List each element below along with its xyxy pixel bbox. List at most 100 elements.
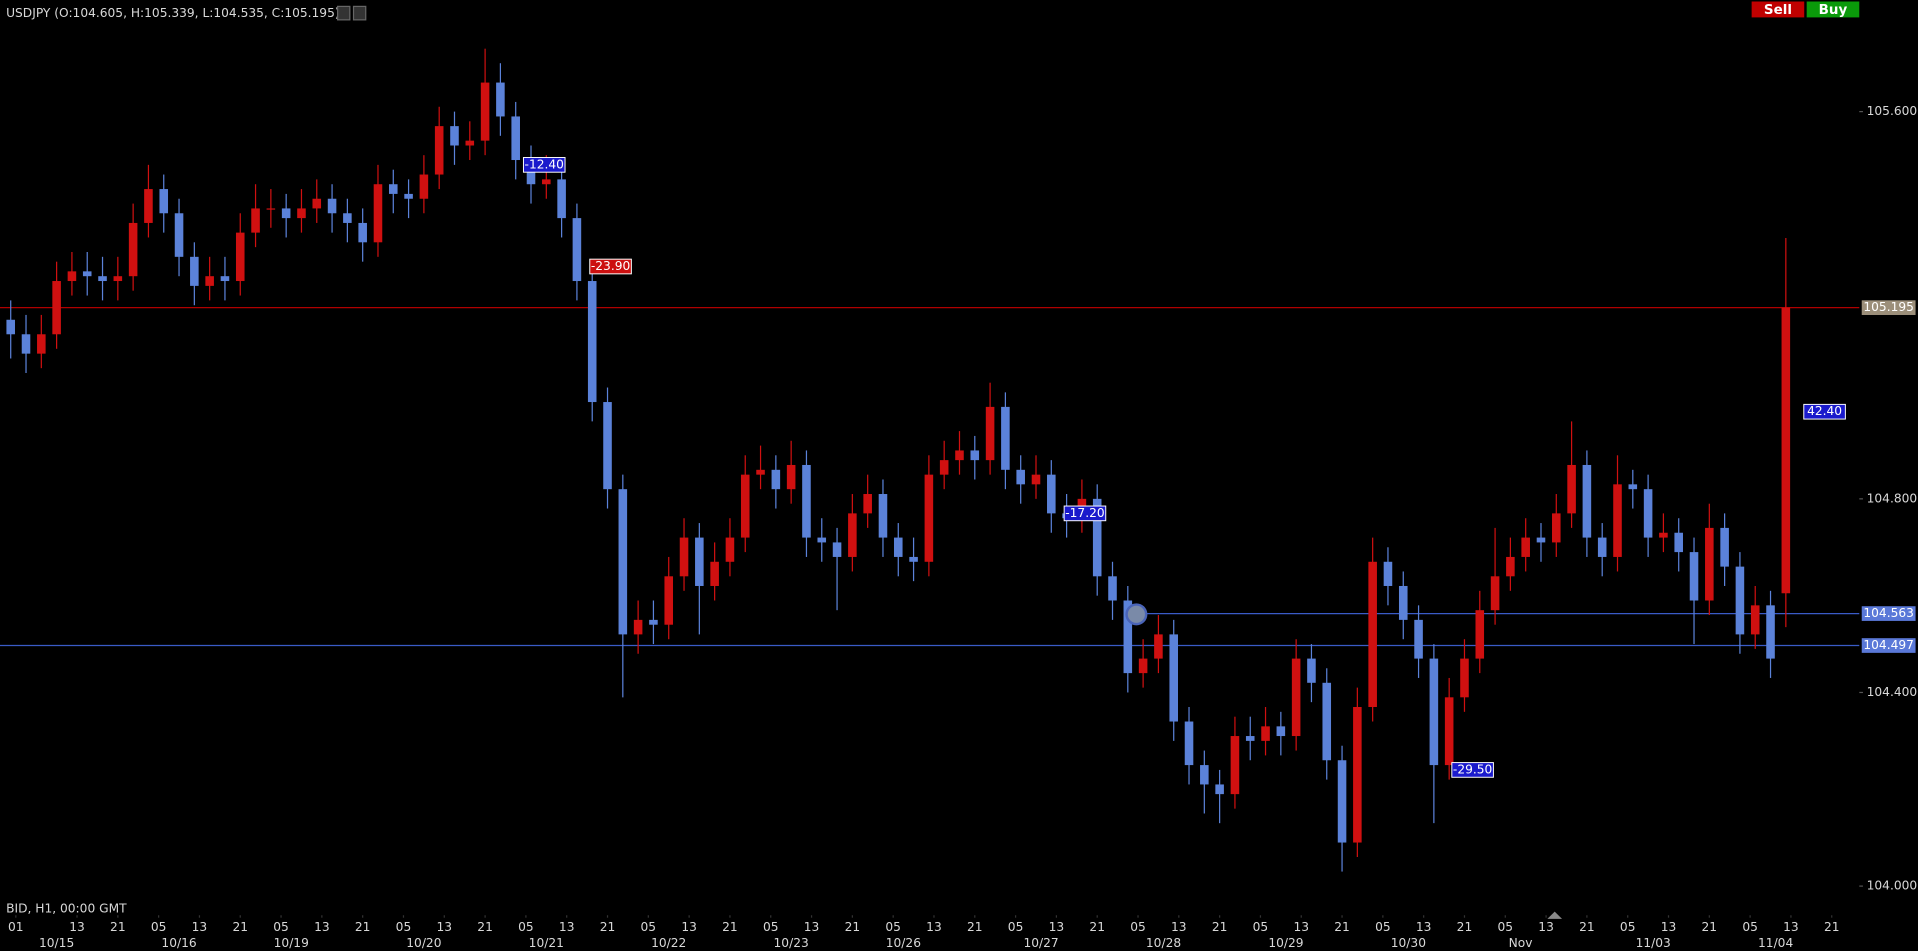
sell-label[interactable]: Sell: [1764, 3, 1792, 18]
candle-body: [970, 450, 980, 461]
x-tick-label: 13: [1416, 920, 1432, 934]
x-tick-label: 13: [437, 920, 453, 934]
candle-body: [266, 208, 276, 210]
buy-label[interactable]: Buy: [1819, 3, 1848, 18]
candle-body: [1398, 585, 1408, 620]
candle-body: [1552, 513, 1561, 543]
date-tick-label: Nov: [1509, 936, 1533, 950]
candle-body: [893, 537, 903, 557]
candle-body: [633, 619, 643, 635]
date-tick-label: 10/23: [774, 936, 809, 950]
buy-button[interactable]: [1806, 1, 1860, 18]
candle-body: [1383, 561, 1393, 586]
candle-body: [725, 537, 735, 562]
date-tick-label: 10/21: [529, 936, 564, 950]
scroll-marker[interactable]: [1547, 911, 1563, 919]
date-tick-label: 10/29: [1268, 936, 1303, 950]
candle-body: [1766, 605, 1775, 659]
x-tick-label: 01: [8, 920, 24, 934]
x-tick-label: 13: [314, 920, 330, 934]
x-tick-label: 05: [885, 920, 901, 934]
candle-body: [220, 276, 230, 282]
candle-body: [955, 450, 964, 461]
candle-body: [1429, 658, 1439, 766]
x-tick-label: 13: [926, 920, 942, 934]
candle-body: [710, 561, 719, 586]
y-tick-label: 104.800: [1867, 491, 1918, 505]
candle-body: [695, 537, 704, 586]
date-tick-label: 10/16: [161, 936, 196, 950]
x-tick-label: 05: [273, 920, 289, 934]
candle-body: [496, 82, 505, 117]
gear-icon[interactable]: [352, 5, 367, 21]
candle-body: [786, 464, 796, 490]
sell-button[interactable]: [1751, 1, 1805, 18]
candle-body: [587, 281, 597, 403]
x-tick-label: 13: [1661, 920, 1677, 934]
x-tick-label: 21: [1334, 920, 1350, 934]
candle-body: [542, 179, 551, 185]
candle-body: [1643, 489, 1653, 538]
x-tick-label: 21: [1579, 920, 1595, 934]
x-tick-label: 05: [1008, 920, 1024, 934]
candle-body: [649, 619, 658, 625]
candle-body: [1031, 474, 1041, 485]
x-tick-label: 21: [967, 920, 983, 934]
candle-body: [404, 193, 413, 199]
candle-body: [771, 469, 781, 490]
candle-body: [98, 276, 107, 282]
x-tick-label: 13: [192, 920, 208, 934]
date-tick-label: 10/30: [1391, 936, 1426, 950]
candle-body: [1215, 784, 1224, 795]
candle-body: [664, 576, 674, 625]
candle-body: [1291, 658, 1301, 737]
candle-body: [419, 174, 429, 199]
date-tick-label: 10/22: [651, 936, 686, 950]
x-tick-label: 13: [1293, 920, 1309, 934]
candle-body: [1337, 760, 1347, 843]
settings-icon[interactable]: [336, 5, 351, 21]
date-tick-label: 10/15: [39, 936, 74, 950]
trade-label: -17.20: [1065, 506, 1104, 520]
candle-body: [251, 208, 260, 233]
candle-body: [1659, 532, 1668, 538]
candle-body: [297, 208, 306, 219]
date-tick-label: 10/28: [1146, 936, 1181, 950]
candle-body: [1506, 556, 1515, 577]
candle-body: [1613, 484, 1622, 557]
x-tick-label: 13: [681, 920, 697, 934]
y-tick-label: 104.000: [1867, 879, 1918, 893]
candle-body: [312, 198, 322, 209]
x-tick-label: 21: [600, 920, 616, 934]
candle-body: [924, 474, 934, 562]
x-tick-label: 21: [845, 920, 861, 934]
candle-body: [679, 537, 689, 577]
x-tick-label: 05: [1253, 920, 1269, 934]
candle-body: [327, 198, 337, 214]
candle-body: [1735, 566, 1745, 635]
candle-body: [1245, 736, 1255, 741]
candle-body: [1368, 561, 1377, 707]
y-tick-label: 105.600: [1867, 104, 1918, 118]
candle-body: [1628, 484, 1638, 490]
order-handle[interactable]: [1125, 603, 1148, 626]
candle-body: [1016, 469, 1025, 485]
x-tick-label: 13: [1049, 920, 1065, 934]
price-label: 104.497: [1863, 638, 1914, 652]
trade-label-bg: [1803, 403, 1846, 420]
x-tick-label: 05: [1620, 920, 1636, 934]
x-tick-label: 05: [1742, 920, 1758, 934]
candle-body: [1123, 600, 1133, 674]
symbol-info: USDJPY (O:104.605, H:105.339, L:104.535,…: [6, 6, 340, 20]
trade-label: 42.40: [1807, 404, 1842, 418]
candle-body: [1001, 406, 1010, 470]
candle-body: [174, 213, 184, 257]
candle-body: [1200, 765, 1209, 785]
candle-body: [1322, 682, 1332, 761]
candle-body: [572, 218, 582, 282]
trade-label-bg: [522, 157, 566, 173]
candle-body: [1307, 658, 1316, 683]
candle-body: [358, 222, 367, 243]
